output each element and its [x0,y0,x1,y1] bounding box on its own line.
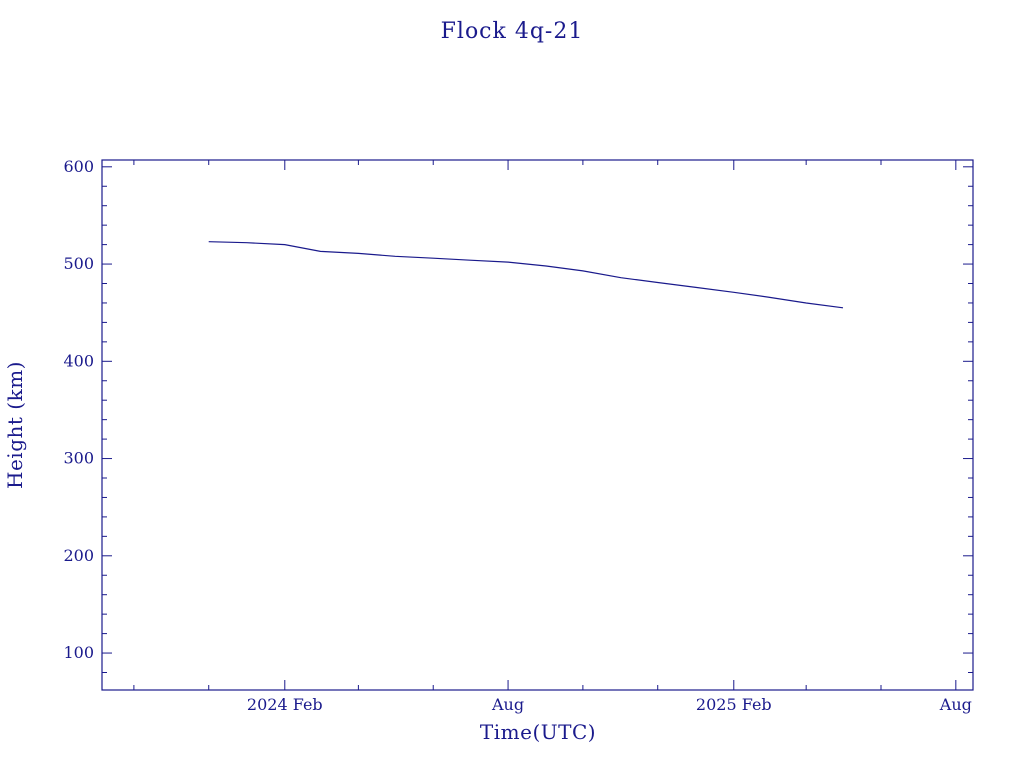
x-tick-label: Aug [939,695,972,714]
x-axis-label: Time(UTC) [480,720,596,744]
data-layer [208,241,844,309]
x-tick-label: 2025 Feb [696,695,772,714]
plot-frame [101,159,974,691]
y-tick-label: 200 [63,546,94,565]
axes: 100 200 300 400 500 600 2024 Feb Aug 2025 Feb Aug [63,157,973,714]
series-line-1 [208,241,844,309]
y-tick-label: 600 [63,157,94,176]
y-tick-label: 400 [63,351,94,370]
chart-title: Flock 4q-21 [441,19,584,44]
x-tick-label: Aug [491,695,524,714]
x-tick-label: 2024 Feb [247,695,323,714]
y-tick-label: 500 [63,254,94,273]
y-tick-label: 100 [63,643,94,662]
y-axis-label: Height (km) [3,361,27,489]
y-tick-label: 300 [63,449,94,468]
